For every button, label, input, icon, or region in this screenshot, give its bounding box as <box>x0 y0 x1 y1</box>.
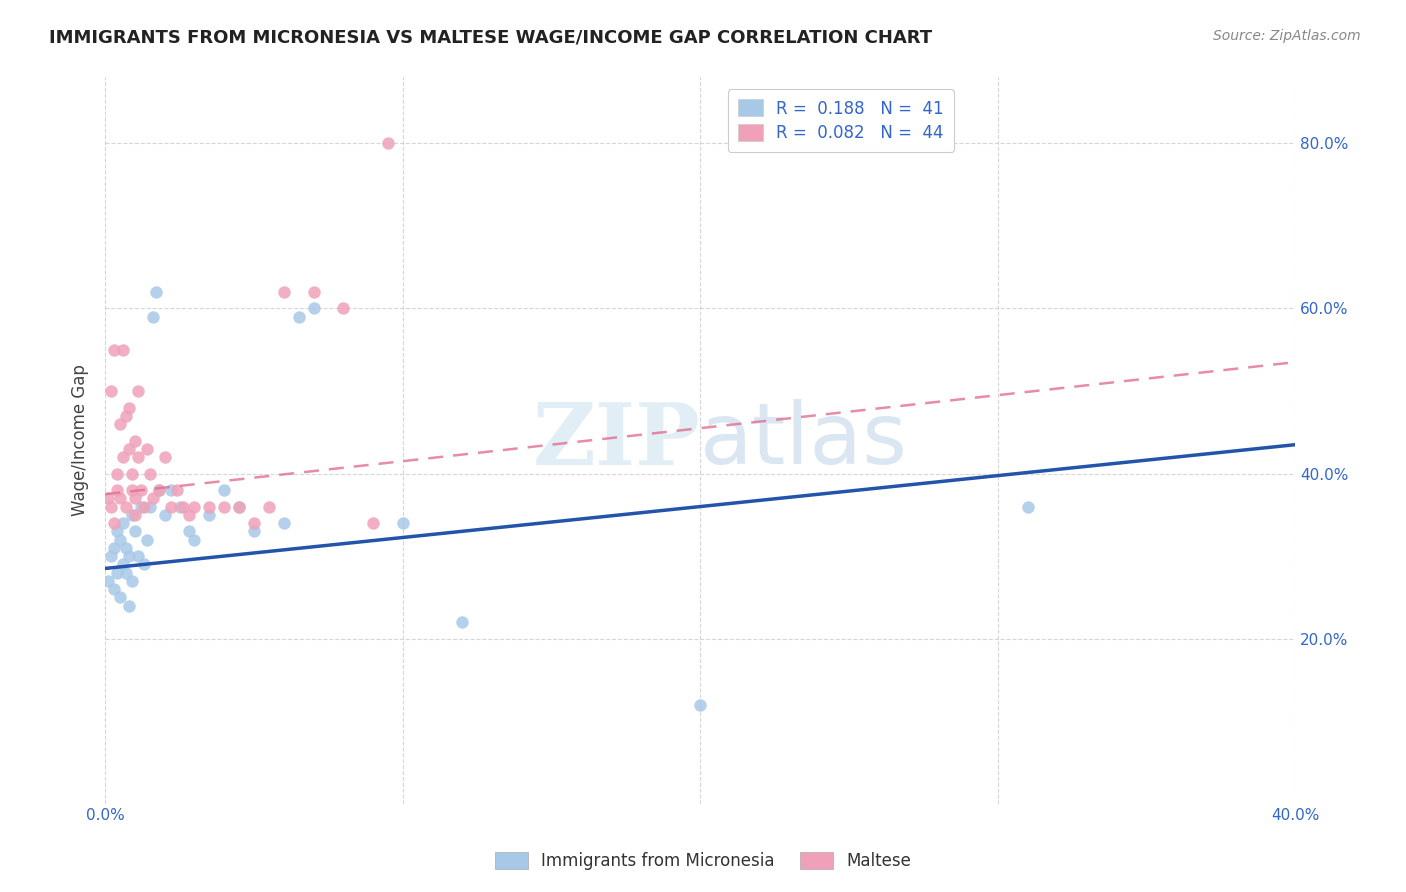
Point <box>198 500 221 514</box>
Point <box>135 533 157 547</box>
Point <box>100 500 122 514</box>
Point <box>183 500 205 514</box>
Point <box>121 508 143 522</box>
Point <box>148 483 170 497</box>
Text: Source: ZipAtlas.com: Source: ZipAtlas.com <box>1213 29 1361 43</box>
Point <box>302 301 325 316</box>
Point <box>115 409 138 423</box>
Y-axis label: Wage/Income Gap: Wage/Income Gap <box>72 365 89 516</box>
Point <box>105 467 128 481</box>
Point <box>115 500 138 514</box>
Point <box>177 524 200 539</box>
Point <box>287 310 309 324</box>
Point <box>132 558 155 572</box>
Point <box>135 442 157 456</box>
Point <box>129 483 152 497</box>
Point <box>121 574 143 588</box>
Point <box>97 574 120 588</box>
Point <box>148 483 170 497</box>
Point <box>103 343 125 357</box>
Point <box>115 541 138 555</box>
Point <box>105 524 128 539</box>
Point <box>112 516 135 530</box>
Point <box>108 417 131 431</box>
Point <box>689 698 711 712</box>
Point <box>361 516 384 530</box>
Point <box>139 467 162 481</box>
Point <box>105 566 128 580</box>
Point <box>112 558 135 572</box>
Text: IMMIGRANTS FROM MICRONESIA VS MALTESE WAGE/INCOME GAP CORRELATION CHART: IMMIGRANTS FROM MICRONESIA VS MALTESE WA… <box>49 29 932 46</box>
Point <box>139 500 162 514</box>
Point <box>124 524 146 539</box>
Point <box>108 491 131 506</box>
Point <box>273 516 295 530</box>
Point <box>177 508 200 522</box>
Point <box>183 533 205 547</box>
Legend: Immigrants from Micronesia, Maltese: Immigrants from Micronesia, Maltese <box>488 845 918 877</box>
Point <box>112 343 135 357</box>
Point <box>127 450 149 464</box>
Point <box>169 500 191 514</box>
Point <box>108 591 131 605</box>
Point <box>377 136 399 151</box>
Point <box>153 450 176 464</box>
Point <box>159 500 181 514</box>
Point <box>257 500 280 514</box>
Point <box>112 450 135 464</box>
Point <box>103 541 125 555</box>
Point <box>302 285 325 299</box>
Point <box>121 483 143 497</box>
Point <box>1017 500 1039 514</box>
Point <box>166 483 188 497</box>
Point <box>100 549 122 563</box>
Point <box>228 500 250 514</box>
Point <box>124 434 146 448</box>
Point <box>228 500 250 514</box>
Text: atlas: atlas <box>700 399 908 482</box>
Point <box>115 566 138 580</box>
Point <box>142 491 165 506</box>
Point <box>198 508 221 522</box>
Point <box>391 516 413 530</box>
Point <box>159 483 181 497</box>
Point <box>118 599 141 613</box>
Point <box>145 285 167 299</box>
Point <box>129 500 152 514</box>
Text: ZIP: ZIP <box>533 399 700 483</box>
Point <box>103 582 125 596</box>
Point <box>124 508 146 522</box>
Point <box>212 500 235 514</box>
Point <box>243 524 266 539</box>
Point <box>132 500 155 514</box>
Point <box>127 384 149 398</box>
Point <box>451 615 474 629</box>
Point <box>97 491 120 506</box>
Point <box>172 500 194 514</box>
Legend: R =  0.188   N =  41, R =  0.082   N =  44: R = 0.188 N = 41, R = 0.082 N = 44 <box>728 89 953 153</box>
Point <box>108 533 131 547</box>
Point <box>124 491 146 506</box>
Point <box>118 401 141 415</box>
Point <box>243 516 266 530</box>
Point <box>273 285 295 299</box>
Point <box>100 384 122 398</box>
Point <box>142 310 165 324</box>
Point <box>121 467 143 481</box>
Point <box>118 549 141 563</box>
Point <box>118 442 141 456</box>
Point <box>212 483 235 497</box>
Point <box>105 483 128 497</box>
Point <box>332 301 354 316</box>
Point <box>127 549 149 563</box>
Point <box>153 508 176 522</box>
Point <box>103 516 125 530</box>
